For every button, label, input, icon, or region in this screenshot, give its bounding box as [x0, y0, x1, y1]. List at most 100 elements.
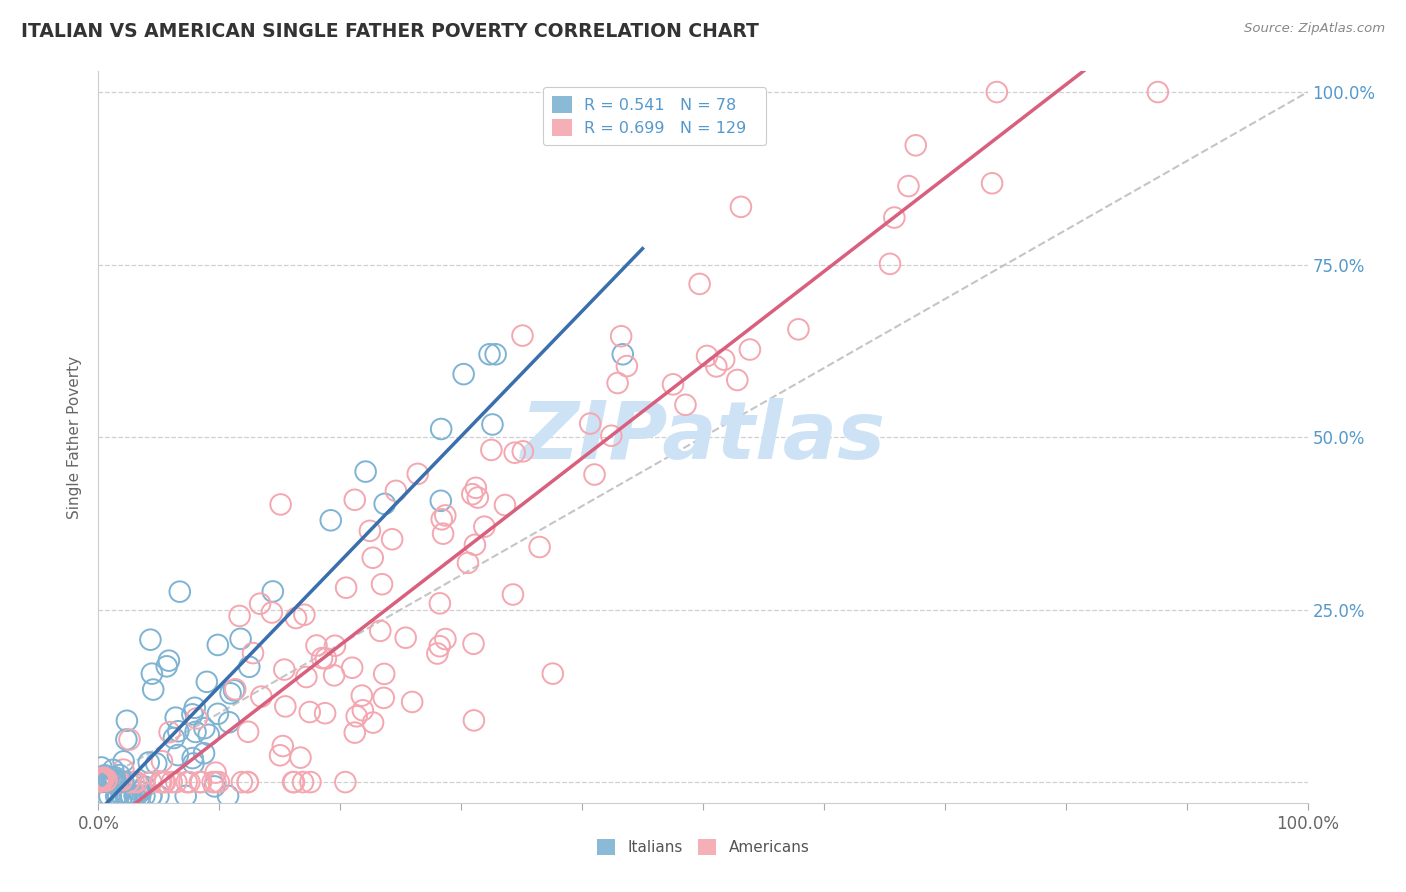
Point: [93, 789, 115, 803]
Point: [464, 538, 486, 552]
Point: [159, 725, 181, 739]
Point: [238, 660, 260, 674]
Point: [371, 577, 394, 591]
Point: [385, 483, 408, 498]
Point: [138, 756, 160, 770]
Point: [120, 789, 142, 803]
Point: [218, 715, 240, 730]
Point: [98, 775, 121, 789]
Point: [148, 789, 170, 803]
Point: [94, 771, 117, 785]
Point: [89, 774, 111, 789]
Point: [430, 512, 453, 526]
Point: [879, 257, 901, 271]
Point: [91, 772, 114, 787]
Point: [292, 775, 315, 789]
Point: [314, 706, 336, 721]
Point: [904, 138, 927, 153]
Point: [87, 775, 110, 789]
Point: [222, 683, 245, 698]
Point: [401, 695, 423, 709]
Point: [787, 322, 810, 336]
Point: [103, 770, 125, 784]
Point: [107, 789, 129, 803]
Point: [93, 772, 115, 786]
Point: [112, 763, 135, 777]
Point: [197, 728, 219, 742]
Point: [90, 789, 112, 803]
Point: [112, 755, 135, 769]
Point: [305, 639, 328, 653]
Point: [374, 497, 396, 511]
Point: [319, 513, 342, 527]
Point: [114, 789, 136, 803]
Point: [176, 775, 198, 789]
Point: [91, 773, 114, 788]
Point: [165, 775, 187, 789]
Point: [100, 774, 122, 789]
Point: [224, 682, 246, 697]
Point: [90, 773, 112, 788]
Point: [87, 772, 110, 787]
Point: [91, 772, 114, 787]
Point: [274, 699, 297, 714]
Point: [111, 775, 134, 789]
Point: [150, 775, 173, 789]
Point: [290, 750, 312, 764]
Point: [104, 772, 127, 787]
Point: [612, 347, 634, 361]
Point: [675, 398, 697, 412]
Point: [696, 349, 718, 363]
Point: [231, 775, 253, 789]
Point: [89, 772, 111, 787]
Point: [105, 789, 128, 803]
Point: [463, 637, 485, 651]
Point: [432, 526, 454, 541]
Point: [145, 756, 167, 771]
Point: [90, 773, 112, 788]
Point: [124, 789, 146, 803]
Point: [434, 508, 457, 523]
Point: [204, 765, 226, 780]
Point: [90, 773, 112, 788]
Point: [165, 711, 187, 725]
Point: [1147, 85, 1170, 99]
Point: [89, 773, 111, 788]
Point: [94, 768, 117, 782]
Point: [883, 211, 905, 225]
Point: [153, 775, 176, 789]
Point: [541, 666, 564, 681]
Point: [368, 624, 391, 638]
Point: [183, 756, 205, 771]
Point: [457, 556, 479, 570]
Point: [897, 179, 920, 194]
Point: [174, 789, 197, 803]
Point: [250, 690, 273, 704]
Point: [115, 714, 138, 728]
Point: [94, 773, 117, 788]
Point: [204, 780, 226, 794]
Point: [169, 584, 191, 599]
Point: [361, 715, 384, 730]
Point: [117, 775, 139, 789]
Point: [502, 587, 524, 601]
Point: [134, 789, 156, 803]
Point: [90, 789, 112, 803]
Point: [90, 772, 112, 786]
Point: [453, 367, 475, 381]
Point: [616, 359, 638, 373]
Point: [292, 607, 315, 622]
Point: [91, 772, 114, 787]
Point: [730, 200, 752, 214]
Point: [610, 329, 633, 343]
Point: [381, 533, 404, 547]
Point: [87, 774, 110, 789]
Point: [186, 711, 208, 725]
Point: [141, 666, 163, 681]
Point: [689, 277, 711, 291]
Point: [600, 428, 623, 442]
Point: [190, 775, 212, 789]
Point: [340, 661, 363, 675]
Point: [429, 639, 451, 653]
Point: [467, 491, 489, 505]
